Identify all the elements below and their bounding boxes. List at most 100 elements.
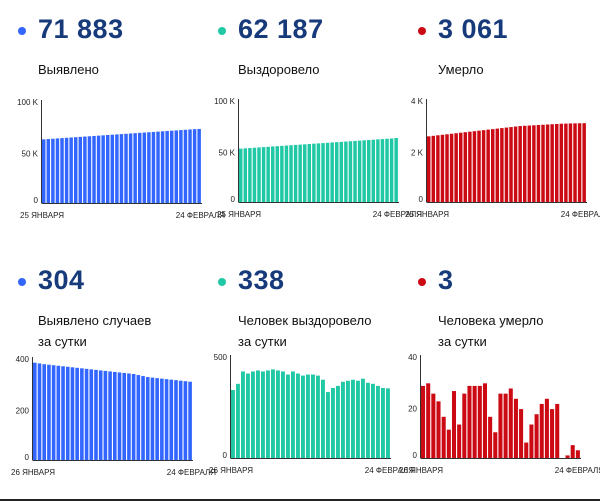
bar — [385, 138, 389, 202]
bar — [252, 147, 257, 202]
y-tick-label: 0 — [34, 196, 39, 205]
bar — [351, 379, 355, 458]
bar — [170, 130, 174, 203]
legend-dot — [218, 278, 226, 286]
bar — [344, 141, 348, 202]
bar — [284, 145, 289, 202]
bar — [519, 409, 524, 458]
bar — [431, 393, 436, 459]
bar — [117, 372, 122, 460]
bar — [366, 382, 370, 458]
bar — [346, 380, 350, 458]
bar — [477, 385, 482, 458]
bar — [356, 380, 360, 458]
bar — [106, 135, 110, 203]
bar — [427, 136, 431, 202]
bar — [582, 123, 586, 202]
bar — [568, 123, 573, 202]
bar — [47, 364, 51, 460]
bar — [477, 130, 481, 202]
stat-label-line: Выявлено — [38, 62, 99, 77]
bar — [42, 139, 46, 203]
bar — [147, 132, 151, 203]
chart-recovered: 0 50 K 100 K 25 ЯНВАРЯ 24 ФЕВРАЛЯ — [214, 97, 422, 219]
bar — [330, 142, 334, 202]
bar — [325, 142, 330, 202]
bar — [174, 380, 178, 460]
bar — [339, 141, 344, 202]
bar — [89, 369, 94, 460]
stat-label: Человек выздоровело за сутки — [238, 310, 408, 352]
stat-label: Выявлено случаев за сутки — [38, 310, 208, 352]
bar — [536, 125, 541, 202]
bar — [509, 127, 513, 202]
bar — [445, 134, 449, 202]
bar — [183, 129, 188, 203]
bar — [573, 123, 577, 202]
legend-dot — [418, 27, 426, 35]
bar — [169, 379, 174, 460]
stat-number: 3 061 — [438, 14, 509, 44]
bar — [136, 375, 141, 460]
bar — [119, 134, 124, 203]
chart-daily-detected: 0 200 400 26 ЯНВАРЯ 24 ФЕВРАЛЯ — [11, 355, 216, 477]
bar — [376, 139, 380, 202]
bar — [83, 136, 87, 203]
bar — [178, 380, 183, 460]
bar — [555, 403, 560, 458]
bar — [348, 141, 353, 202]
bar — [371, 383, 375, 458]
bar — [380, 139, 385, 202]
x-date-label-start: 25 ЯНВАРЯ — [20, 211, 64, 220]
bar — [431, 135, 436, 202]
y-tick-label: 0 — [231, 195, 236, 204]
bar — [289, 145, 293, 202]
bar — [246, 373, 250, 458]
x-date-label-end: 24 ФЕВРАЛЯ — [555, 466, 600, 475]
bar — [440, 134, 445, 202]
legend-dot — [418, 278, 426, 286]
x-date-label-end: 24 ФЕВРАЛЯ — [561, 210, 600, 219]
stat-label-line: за сутки — [38, 334, 87, 349]
chart-detected: 0 50 K 100 K 25 ЯНВАРЯ 24 ФЕВРАЛЯ — [17, 98, 225, 220]
chart-deaths: 0 2 K 4 K 25 ЯНВАРЯ 24 ФЕВРАЛЯ — [405, 97, 600, 219]
bar — [559, 123, 564, 202]
stat-label-line: за сутки — [438, 334, 487, 349]
bar — [459, 132, 463, 202]
bar — [145, 377, 150, 460]
stat-label-line: Человека умерло — [438, 313, 544, 328]
x-date-label-start: 25 ЯНВАРЯ — [405, 210, 449, 219]
bar — [468, 131, 472, 202]
bar — [376, 385, 380, 458]
stat-number: 304 — [38, 265, 85, 295]
bar — [192, 129, 197, 203]
bar — [500, 128, 504, 202]
bar — [60, 138, 64, 203]
bar — [98, 370, 103, 460]
x-date-label-start: 26 ЯНВАРЯ — [399, 466, 443, 475]
bar — [138, 132, 142, 203]
bar — [451, 391, 457, 458]
bar — [518, 126, 522, 202]
bar — [367, 139, 371, 202]
bar — [421, 385, 426, 458]
bar — [271, 369, 275, 458]
bar — [436, 135, 440, 202]
bar — [56, 365, 61, 460]
x-date-label-end: 24 ФЕВРАЛЯ — [167, 468, 216, 477]
bar — [331, 387, 335, 458]
bar — [488, 416, 493, 458]
bar — [156, 131, 160, 203]
bar — [256, 370, 260, 458]
bar — [150, 377, 155, 460]
bar — [577, 123, 582, 202]
bar — [127, 373, 131, 460]
panel-daily-detected: 304 Выявлено случаев за сутки 0 200 400 26 … — [0, 251, 216, 501]
legend-dot — [218, 27, 226, 35]
y-tick-label: 40 — [408, 353, 417, 362]
bar — [55, 138, 60, 203]
y-tick-label: 0 — [419, 195, 424, 204]
x-date-label-end: 24 ФЕВРАЛЯ — [176, 211, 225, 220]
bar — [74, 137, 78, 203]
bar — [231, 390, 235, 458]
